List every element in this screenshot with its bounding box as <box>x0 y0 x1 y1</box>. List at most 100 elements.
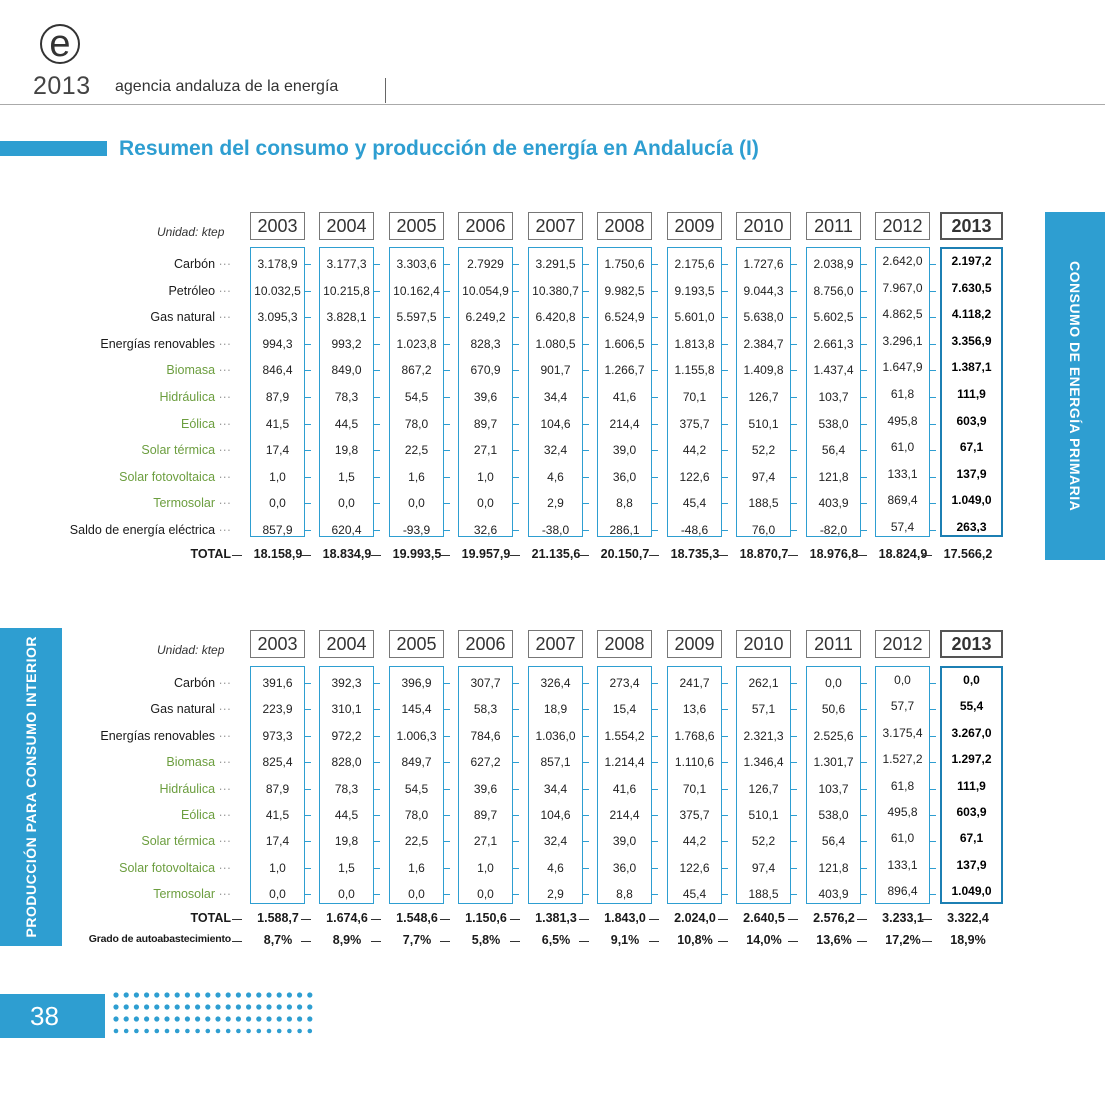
total-dash <box>788 919 798 920</box>
table-cell: 223,9 <box>262 702 293 717</box>
table-cell: 1.155,8 <box>674 363 715 378</box>
table-cell: 87,9 <box>265 781 290 796</box>
column-box <box>736 666 791 904</box>
row-tick <box>722 894 728 896</box>
table-cell: 6.420,8 <box>535 310 576 325</box>
table-cell: 15,4 <box>612 702 637 717</box>
year-header-2012: 2012 <box>875 212 930 240</box>
row-tick <box>652 397 658 398</box>
row-tick <box>722 867 728 869</box>
dot <box>215 1016 221 1022</box>
row-label: Gas natural <box>31 309 231 325</box>
grado-value: 7,7% <box>402 933 432 947</box>
column-box <box>597 247 652 537</box>
grado-value: 17,2% <box>885 933 921 947</box>
row-label: Biomasa <box>31 362 231 378</box>
total-value: 1.381,3 <box>535 911 577 925</box>
row-tick <box>583 709 589 711</box>
table-cell: 19,8 <box>334 834 359 849</box>
row-tick <box>791 894 797 896</box>
total-dash <box>649 555 659 556</box>
table-cell: 137,9 <box>956 466 987 481</box>
year-header-2008: 2008 <box>597 212 652 240</box>
dot <box>307 1028 313 1034</box>
table-cell: 2.525,6 <box>813 728 854 743</box>
row-label: Termosolar <box>31 495 231 511</box>
row-label: Energías renovables <box>31 336 231 352</box>
row-tick <box>791 841 797 843</box>
total-value: 18.735,3 <box>670 547 720 561</box>
row-tick <box>861 841 867 843</box>
total-value: 2.576,2 <box>813 911 855 925</box>
row-tick <box>652 503 658 505</box>
table-cell: 375,7 <box>679 808 710 822</box>
dot <box>307 992 313 998</box>
table-cell: 396,9 <box>401 676 432 690</box>
row-label: Saldo de energía eléctrica <box>31 522 231 538</box>
row-tick <box>444 530 450 531</box>
row-tick <box>444 683 450 684</box>
dot <box>205 1004 211 1010</box>
table-cell: 627,2 <box>470 755 501 770</box>
row-tick <box>583 894 589 896</box>
table-cell: 1,6 <box>408 860 425 875</box>
table-cell: 121,8 <box>818 860 849 875</box>
table-cell: 32,4 <box>543 443 568 458</box>
table-cell: 286,1 <box>609 523 640 537</box>
table-cell: 36,0 <box>612 860 637 875</box>
row-tick <box>444 841 450 843</box>
row-tick <box>513 815 519 816</box>
row-tick <box>861 423 867 425</box>
row-tick <box>652 788 658 790</box>
total-dash <box>922 555 932 556</box>
table-cell: 0,0 <box>338 496 355 511</box>
dot <box>144 1016 150 1022</box>
row-tick <box>513 530 519 531</box>
table-cell: 188,5 <box>748 496 779 511</box>
row-tick <box>791 503 797 505</box>
row-tick <box>861 503 867 505</box>
row-tick <box>305 709 311 711</box>
table-cell: 27,1 <box>473 834 498 849</box>
column-box <box>389 666 444 904</box>
table-cell: 145,4 <box>401 702 432 717</box>
grado-dash <box>857 941 867 942</box>
dot <box>133 1004 139 1010</box>
table-cell: 133,1 <box>887 466 918 481</box>
row-tick <box>791 683 797 684</box>
dot <box>154 992 160 998</box>
table-cell: 828,0 <box>331 755 362 770</box>
total-dash <box>649 919 659 920</box>
row-tick <box>652 343 658 345</box>
table-cell: 993,2 <box>331 336 362 351</box>
table-cell: 1.813,8 <box>674 336 715 351</box>
table-cell: 3.828,1 <box>326 310 367 325</box>
total-dash <box>232 555 242 556</box>
row-tick <box>513 450 519 452</box>
dot <box>164 1016 170 1022</box>
dot <box>154 1004 160 1010</box>
row-tick <box>444 370 450 372</box>
dot <box>297 992 303 998</box>
row-tick <box>722 530 728 531</box>
dot <box>154 1028 160 1034</box>
dot <box>286 992 292 998</box>
table-cell: 126,7 <box>748 390 779 404</box>
dot <box>246 1016 252 1022</box>
table-cell: 1.768,6 <box>674 728 715 743</box>
row-tick <box>722 683 728 684</box>
table-cell: 52,2 <box>751 834 776 849</box>
table-cell: 22,5 <box>404 834 429 849</box>
row-tick <box>444 290 450 292</box>
year-header-2006: 2006 <box>458 630 513 658</box>
table-cell: 1.049,0 <box>951 884 992 899</box>
table-cell: 603,9 <box>956 805 987 819</box>
table-cell: 67,1 <box>959 831 984 846</box>
table-cell: 262,1 <box>748 676 779 690</box>
table-cell: 133,1 <box>887 857 918 872</box>
table-cell: 1,0 <box>269 469 286 484</box>
table-cell: 1.606,5 <box>604 336 645 351</box>
row-tick <box>791 709 797 711</box>
dot <box>123 1028 129 1034</box>
row-tick <box>930 530 936 531</box>
